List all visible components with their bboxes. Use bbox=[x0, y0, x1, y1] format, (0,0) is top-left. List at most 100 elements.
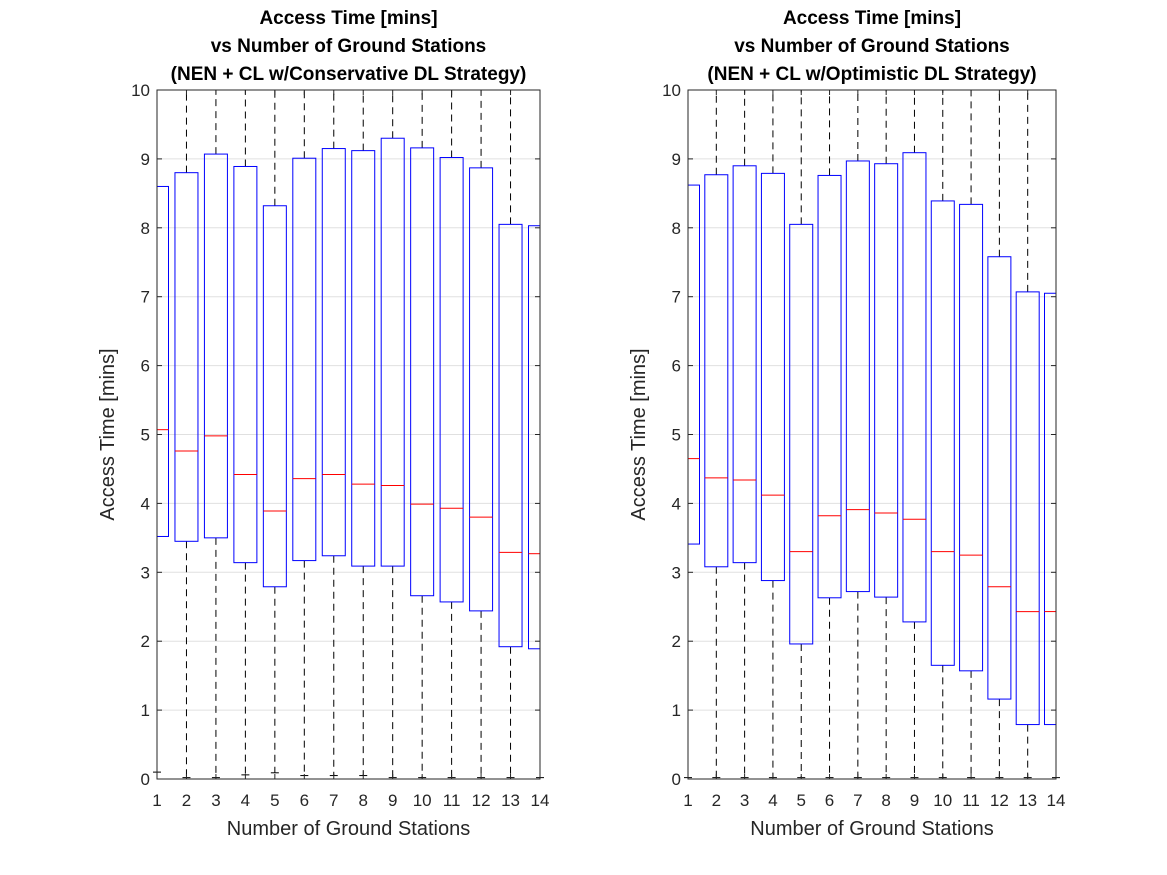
x-tick-label: 7 bbox=[329, 791, 338, 810]
chart-title-line-1: Access Time [mins] bbox=[259, 8, 437, 29]
y-axis-label: Access Time [mins] bbox=[628, 348, 650, 520]
x-tick-label: 9 bbox=[388, 791, 397, 810]
box-iqr bbox=[760, 172, 785, 582]
box-2 bbox=[704, 90, 729, 779]
y-tick-label: 4 bbox=[672, 494, 681, 513]
x-tick-label: 8 bbox=[881, 791, 890, 810]
y-tick-label: 10 bbox=[662, 81, 681, 100]
chart-title-line-1: Access Time [mins] bbox=[783, 8, 961, 29]
box-iqr bbox=[498, 223, 523, 648]
x-tick-label: 13 bbox=[501, 791, 520, 810]
x-tick-label: 12 bbox=[472, 791, 491, 810]
box-9 bbox=[380, 90, 405, 779]
box-iqr bbox=[902, 152, 927, 623]
x-tick-label: 5 bbox=[270, 791, 279, 810]
y-tick-label: 3 bbox=[141, 563, 150, 582]
box-iqr bbox=[203, 153, 228, 539]
x-tick-label: 12 bbox=[990, 791, 1009, 810]
x-tick-label: 4 bbox=[768, 791, 777, 810]
box-3 bbox=[732, 90, 757, 779]
y-tick-label: 1 bbox=[141, 701, 150, 720]
y-tick-label: 2 bbox=[141, 632, 150, 651]
box-iqr bbox=[469, 167, 494, 612]
box-9 bbox=[902, 90, 927, 779]
box-11 bbox=[959, 90, 984, 779]
box-5 bbox=[262, 90, 287, 774]
box-iqr bbox=[380, 137, 405, 567]
y-tick-label: 1 bbox=[672, 701, 681, 720]
x-tick-label: 7 bbox=[853, 791, 862, 810]
y-tick-label: 5 bbox=[141, 426, 150, 445]
x-tick-label: 14 bbox=[1047, 791, 1066, 810]
y-axis-label: Access Time [mins] bbox=[97, 348, 119, 520]
box-iqr bbox=[704, 174, 729, 568]
x-tick-label: 4 bbox=[241, 791, 250, 810]
x-tick-label: 3 bbox=[211, 791, 220, 810]
box-3 bbox=[203, 90, 228, 779]
y-tick-label: 7 bbox=[141, 288, 150, 307]
chart-title-line-3: (NEN + CL w/Optimistic DL Strategy) bbox=[707, 64, 1036, 85]
y-tick-label: 3 bbox=[672, 563, 681, 582]
y-tick-label: 7 bbox=[672, 288, 681, 307]
x-tick-label: 6 bbox=[300, 791, 309, 810]
x-tick-label: 9 bbox=[910, 791, 919, 810]
y-tick-label: 10 bbox=[131, 81, 150, 100]
y-tick-label: 0 bbox=[141, 770, 150, 789]
box-iqr bbox=[1015, 291, 1040, 726]
box-iqr bbox=[262, 205, 287, 588]
box-iqr bbox=[233, 165, 258, 564]
x-tick-label: 2 bbox=[182, 791, 191, 810]
x-tick-label: 1 bbox=[683, 791, 692, 810]
x-tick-label: 8 bbox=[358, 791, 367, 810]
box-4 bbox=[760, 90, 785, 779]
box-12 bbox=[469, 90, 494, 779]
x-tick-label: 13 bbox=[1018, 791, 1037, 810]
y-tick-label: 2 bbox=[672, 632, 681, 651]
y-tick-label: 5 bbox=[672, 426, 681, 445]
x-axis-label: Number of Ground Stations bbox=[750, 818, 993, 840]
box-8 bbox=[351, 90, 376, 777]
box-iqr bbox=[410, 147, 435, 597]
box-iqr bbox=[930, 200, 955, 666]
y-tick-label: 9 bbox=[672, 150, 681, 169]
box-iqr bbox=[959, 203, 984, 672]
x-tick-label: 3 bbox=[740, 791, 749, 810]
x-tick-label: 2 bbox=[712, 791, 721, 810]
y-tick-label: 6 bbox=[672, 357, 681, 376]
y-tick-label: 4 bbox=[141, 494, 150, 513]
box-iqr bbox=[321, 148, 346, 557]
box-10 bbox=[930, 90, 955, 779]
box-iqr bbox=[292, 157, 317, 562]
y-tick-label: 6 bbox=[141, 357, 150, 376]
box-8 bbox=[874, 90, 899, 779]
box-iqr bbox=[845, 160, 870, 593]
box-10 bbox=[410, 90, 435, 779]
x-axis-label: Number of Ground Stations bbox=[227, 818, 470, 840]
y-tick-label: 9 bbox=[141, 150, 150, 169]
box-iqr bbox=[817, 174, 842, 599]
box-iqr bbox=[732, 165, 757, 564]
x-tick-label: 5 bbox=[796, 791, 805, 810]
y-tick-label: 8 bbox=[141, 219, 150, 238]
x-tick-label: 14 bbox=[531, 791, 550, 810]
x-tick-label: 11 bbox=[443, 791, 461, 810]
x-tick-label: 10 bbox=[933, 791, 952, 810]
box-6 bbox=[817, 90, 842, 779]
box-12 bbox=[987, 90, 1012, 779]
box-iqr bbox=[874, 163, 899, 598]
chart-title-line-2: vs Number of Ground Stations bbox=[211, 36, 487, 57]
chart-title-line-2: vs Number of Ground Stations bbox=[734, 36, 1010, 57]
y-tick-label: 0 bbox=[672, 770, 681, 789]
x-tick-label: 6 bbox=[825, 791, 834, 810]
chart-title-line-3: (NEN + CL w/Conservative DL Strategy) bbox=[171, 64, 527, 85]
x-tick-label: 11 bbox=[962, 791, 980, 810]
box-iqr bbox=[174, 172, 199, 542]
box-iqr bbox=[351, 150, 376, 567]
box-4 bbox=[233, 90, 258, 776]
y-tick-label: 8 bbox=[672, 219, 681, 238]
box-iqr bbox=[439, 157, 464, 603]
box-iqr bbox=[789, 223, 814, 645]
